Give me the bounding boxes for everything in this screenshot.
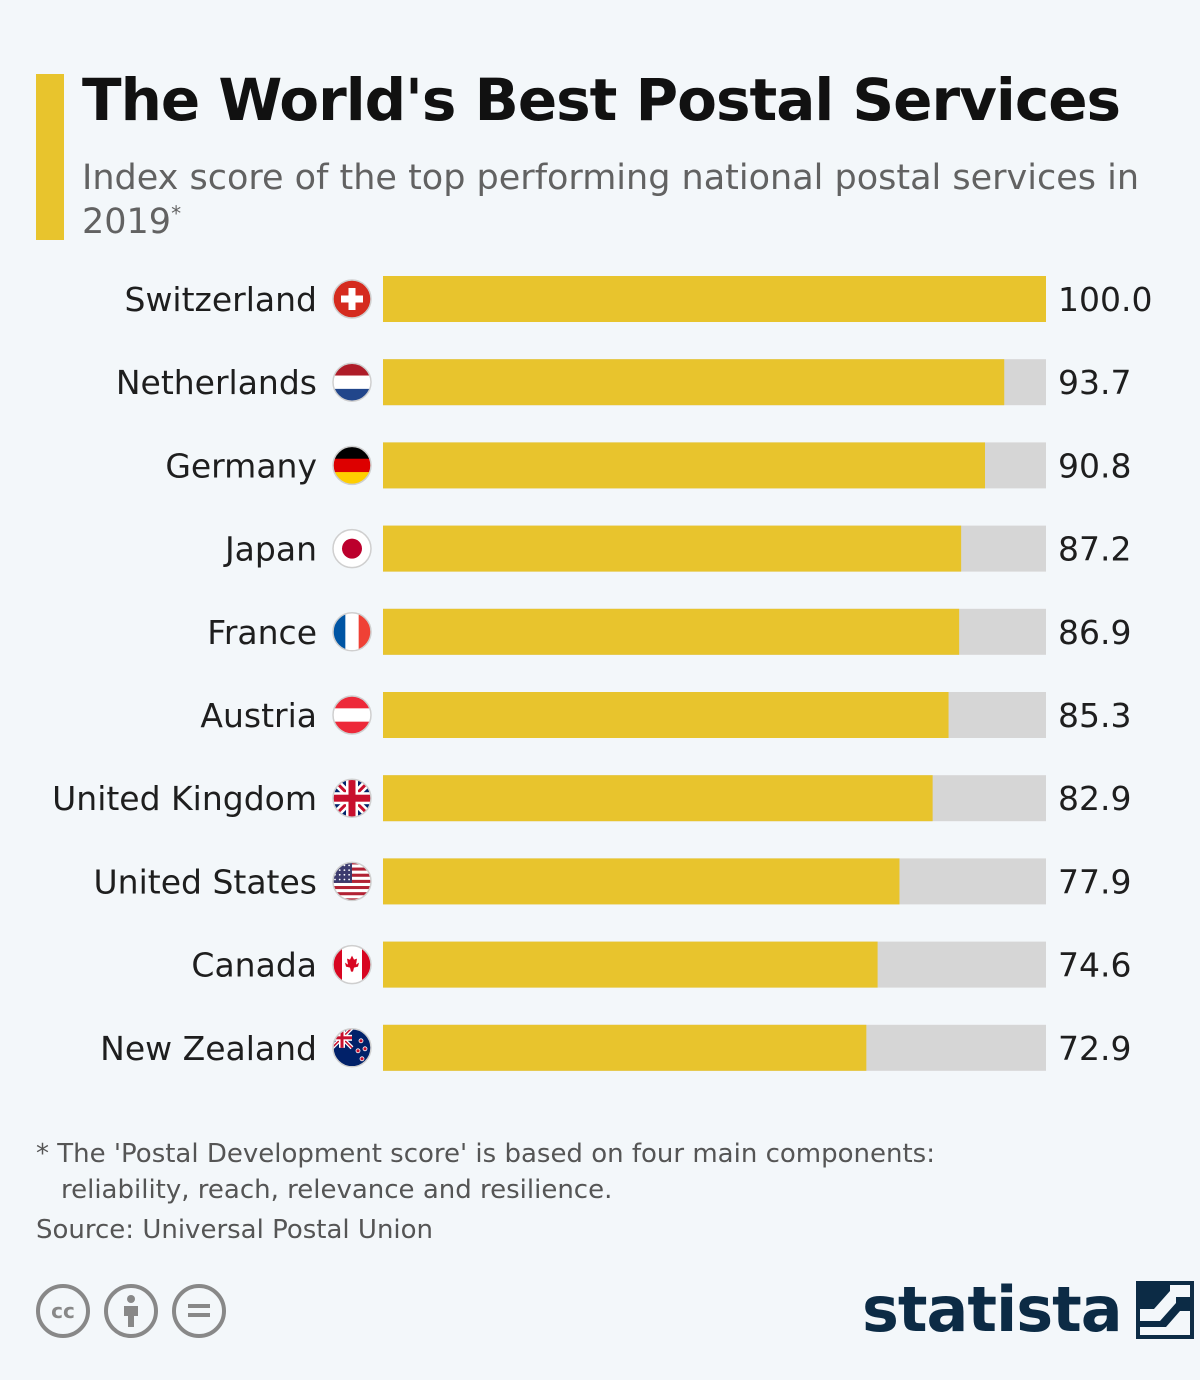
cc-icon[interactable]: cc <box>36 1284 90 1338</box>
value-label: 86.9 <box>1058 613 1131 652</box>
bar <box>383 359 1005 406</box>
united-kingdom-flag-icon <box>332 778 372 818</box>
netherlands-flag-icon <box>332 362 372 402</box>
bar <box>383 941 878 988</box>
bar-row: Canada 74.6 <box>191 941 1131 988</box>
bar <box>383 525 962 572</box>
value-label: 93.7 <box>1058 363 1131 402</box>
svg-text:cc: cc <box>51 1299 75 1323</box>
value-label: 85.3 <box>1058 696 1131 735</box>
japan-flag-icon <box>332 528 372 569</box>
statista-logo-icon <box>1135 1281 1194 1339</box>
bar-chart: Switzerland 100.0 Netherlands 93.7 Germany 90… <box>52 276 1152 1071</box>
united-states-flag-icon <box>332 861 372 902</box>
chart-title: The World's Best Postal Services <box>82 66 1121 134</box>
footnote-line-2: reliability, reach, relevance and resili… <box>61 1175 613 1205</box>
category-label: Netherlands <box>116 363 317 402</box>
germany-flag-icon <box>332 445 372 486</box>
brand-name: statista <box>862 1273 1123 1346</box>
bar-row: Austria 85.3 <box>200 692 1131 738</box>
category-label: Switzerland <box>125 280 318 319</box>
value-label: 82.9 <box>1058 779 1131 818</box>
bar-row: Netherlands 93.7 <box>116 359 1131 406</box>
no-derivatives-icon[interactable] <box>172 1284 226 1338</box>
bar-row: France 86.9 <box>207 608 1131 655</box>
value-label: 72.9 <box>1058 1029 1131 1068</box>
bar <box>383 775 933 822</box>
category-label: Canada <box>191 946 317 985</box>
attribution-icon[interactable] <box>104 1284 158 1338</box>
title-accent-bar <box>36 74 64 240</box>
category-label: United Kingdom <box>52 779 317 818</box>
bar <box>383 858 900 905</box>
category-label: Austria <box>200 696 317 735</box>
bar <box>383 608 960 655</box>
category-label: New Zealand <box>100 1029 317 1068</box>
bar-row: New Zealand 72.9 <box>100 1024 1131 1071</box>
bar-row: Germany 90.8 <box>165 442 1131 489</box>
france-flag-icon <box>332 612 372 652</box>
switzerland-flag-icon <box>332 279 372 319</box>
bar <box>383 1024 867 1071</box>
value-label: 77.9 <box>1058 862 1131 901</box>
bar <box>383 442 986 489</box>
bar-row: United States 77.9 <box>94 858 1131 905</box>
chart-subtitle: Index score of the top performing nation… <box>82 156 1162 244</box>
value-label: 90.8 <box>1058 446 1131 485</box>
statista-logo[interactable]: statista <box>862 1270 1194 1350</box>
subtitle-footnote-marker: * <box>171 201 182 226</box>
footnote: * The 'Postal Development score' is base… <box>36 1136 935 1208</box>
value-label: 100.0 <box>1058 280 1152 319</box>
bar-row: Switzerland 100.0 <box>125 276 1152 322</box>
category-label: Japan <box>223 530 317 569</box>
value-label: 74.6 <box>1058 946 1131 985</box>
new-zealand-flag-icon <box>332 1028 372 1068</box>
source-note: Source: Universal Postal Union <box>36 1215 434 1245</box>
bar-row: United Kingdom 82.9 <box>52 775 1131 822</box>
austria-flag-icon <box>332 695 372 735</box>
category-label: France <box>207 613 317 652</box>
category-label: Germany <box>165 446 317 485</box>
license-icons: cc <box>36 1284 226 1338</box>
value-label: 87.2 <box>1058 530 1131 569</box>
footnote-line-1: * The 'Postal Development score' is base… <box>36 1139 935 1169</box>
canada-flag-icon <box>332 944 372 985</box>
bar <box>383 276 1046 322</box>
subtitle-text: Index score of the top performing nation… <box>82 158 1140 242</box>
bar-row: Japan 87.2 <box>223 525 1131 572</box>
category-label: United States <box>94 862 317 901</box>
bar <box>383 692 949 738</box>
